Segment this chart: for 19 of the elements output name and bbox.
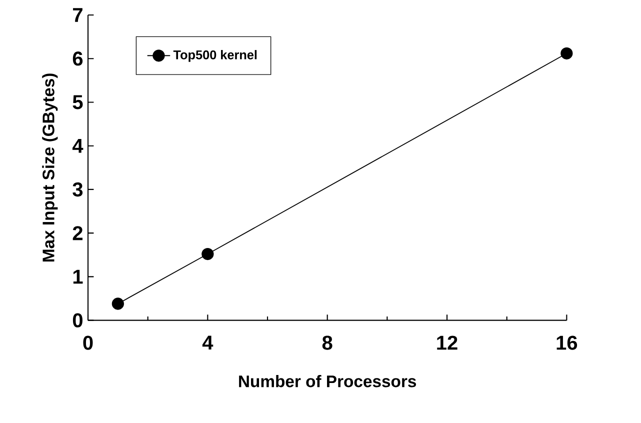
y-tick-label: 1 xyxy=(73,270,83,284)
x-tick-label: 8 xyxy=(322,336,332,350)
y-tick-label: 0 xyxy=(72,313,82,328)
x-axis-title: Number of Processors xyxy=(239,375,416,388)
x-tick-label: 12 xyxy=(437,336,458,350)
y-tick-label: 3 xyxy=(72,182,83,197)
point xyxy=(112,298,124,310)
x-tick-label: 0 xyxy=(83,336,93,350)
point xyxy=(560,47,573,60)
y-tick-label: 7 xyxy=(73,8,82,22)
x-tick-label: 16 xyxy=(556,336,578,350)
y-tick-label: 4 xyxy=(72,138,84,153)
legend-label: Top500 kernel xyxy=(173,50,257,62)
y-axis-title: Max Input Size (GBytes) xyxy=(42,74,58,262)
y-tick-label: 6 xyxy=(72,52,83,66)
x-tick-label: 4 xyxy=(202,336,214,350)
y-tick-label: 5 xyxy=(72,95,83,110)
y-tick-label: 2 xyxy=(72,226,82,240)
point xyxy=(202,248,214,260)
